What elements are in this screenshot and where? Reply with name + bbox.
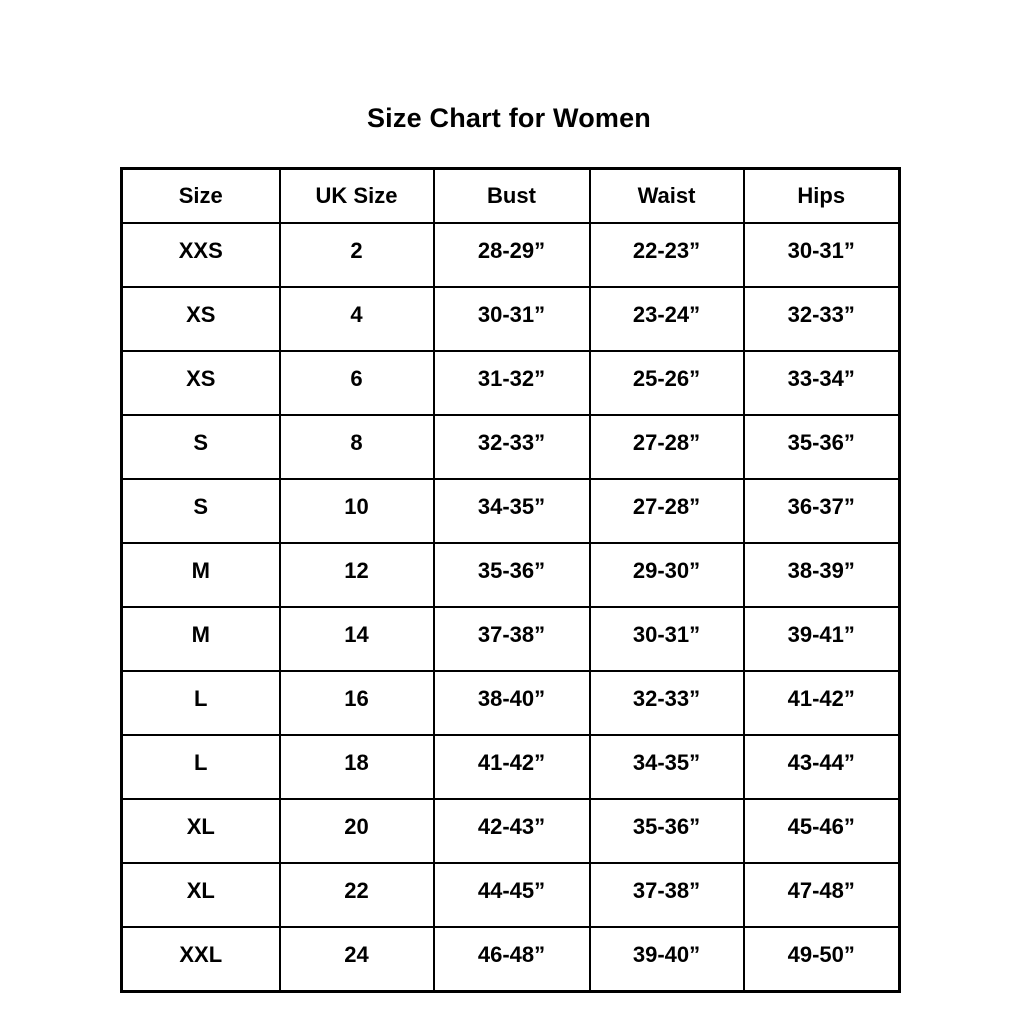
table-cell: 32-33” <box>432 414 591 480</box>
table-cell: 35-36” <box>742 414 901 480</box>
table-cell: 12 <box>278 542 435 608</box>
page-title: Size Chart for Women <box>366 103 652 133</box>
table-cell: 29-30” <box>588 542 745 608</box>
table-row: XS 6 31-32” 25-26” 33-34” <box>120 350 901 416</box>
table-row: S 8 32-33” 27-28” 35-36” <box>120 414 901 480</box>
table-cell: 24 <box>278 926 435 993</box>
table-cell: XXS <box>120 222 281 288</box>
table-cell: 20 <box>278 798 435 864</box>
column-header: Bust <box>432 167 591 224</box>
table-cell: 36-37” <box>742 478 901 544</box>
table-cell: 32-33” <box>742 286 901 352</box>
table-cell: 37-38” <box>432 606 591 672</box>
table-cell: 6 <box>278 350 435 416</box>
table-cell: 35-36” <box>432 542 591 608</box>
column-header: Size <box>120 167 281 224</box>
table-cell: 33-34” <box>742 350 901 416</box>
table-cell: 14 <box>278 606 435 672</box>
table-cell: 28-29” <box>432 222 591 288</box>
column-header: UK Size <box>278 167 435 224</box>
table-cell: 4 <box>278 286 435 352</box>
table-cell: 45-46” <box>742 798 901 864</box>
table-cell: 39-40” <box>588 926 745 993</box>
table-cell: XXL <box>120 926 281 993</box>
table-row: XXS 2 28-29” 22-23” 30-31” <box>120 222 901 288</box>
table-cell: 38-39” <box>742 542 901 608</box>
table-cell: 34-35” <box>588 734 745 800</box>
table-cell: XS <box>120 350 281 416</box>
table-cell: 46-48” <box>432 926 591 993</box>
table-cell: 23-24” <box>588 286 745 352</box>
table-cell: 30-31” <box>588 606 745 672</box>
table-row: L 18 41-42” 34-35” 43-44” <box>120 734 901 800</box>
table-cell: 47-48” <box>742 862 901 928</box>
table-row: XS 4 30-31” 23-24” 32-33” <box>120 286 901 352</box>
table-cell: 41-42” <box>432 734 591 800</box>
table-cell: S <box>120 478 281 544</box>
table-row: XL 22 44-45” 37-38” 47-48” <box>120 862 901 928</box>
table-row: S 10 34-35” 27-28” 36-37” <box>120 478 901 544</box>
table-cell: 38-40” <box>432 670 591 736</box>
table-cell: XS <box>120 286 281 352</box>
table-cell: XL <box>120 862 281 928</box>
table-cell: 8 <box>278 414 435 480</box>
table-cell: M <box>120 606 281 672</box>
table-cell: 49-50” <box>742 926 901 993</box>
table-body: XXS 2 28-29” 22-23” 30-31” XS 4 30-31” 23-24” 32-… <box>120 222 901 993</box>
table-cell: 18 <box>278 734 435 800</box>
table-cell: 22-23” <box>588 222 745 288</box>
column-header: Waist <box>588 167 745 224</box>
table-cell: S <box>120 414 281 480</box>
table-header-row: Size UK Size Bust Waist Hips <box>120 167 901 224</box>
table-cell: 31-32” <box>432 350 591 416</box>
table-cell: 2 <box>278 222 435 288</box>
table-cell: 16 <box>278 670 435 736</box>
table-cell: 43-44” <box>742 734 901 800</box>
table-cell: 30-31” <box>742 222 901 288</box>
column-header: Hips <box>742 167 901 224</box>
table-cell: 27-28” <box>588 478 745 544</box>
table-cell: 35-36” <box>588 798 745 864</box>
table-cell: 34-35” <box>432 478 591 544</box>
table-cell: M <box>120 542 281 608</box>
table-cell: 22 <box>278 862 435 928</box>
table-cell: 42-43” <box>432 798 591 864</box>
table-cell: L <box>120 670 281 736</box>
table-cell: L <box>120 734 281 800</box>
table-cell: 10 <box>278 478 435 544</box>
table-cell: 39-41” <box>742 606 901 672</box>
table-cell: 25-26” <box>588 350 745 416</box>
table-row: M 12 35-36” 29-30” 38-39” <box>120 542 901 608</box>
table-row: XXL 24 46-48” 39-40” 49-50” <box>120 926 901 993</box>
table-row: L 16 38-40” 32-33” 41-42” <box>120 670 901 736</box>
size-chart-table: Size UK Size Bust Waist Hips XXS 2 28-29” 22-23… <box>120 167 901 993</box>
table-row: XL 20 42-43” 35-36” 45-46” <box>120 798 901 864</box>
table-cell: 30-31” <box>432 286 591 352</box>
table-cell: 32-33” <box>588 670 745 736</box>
table-cell: XL <box>120 798 281 864</box>
table-row: M 14 37-38” 30-31” 39-41” <box>120 606 901 672</box>
table-cell: 44-45” <box>432 862 591 928</box>
table-cell: 27-28” <box>588 414 745 480</box>
table-cell: 41-42” <box>742 670 901 736</box>
table-header: Size UK Size Bust Waist Hips <box>120 167 901 224</box>
table-cell: 37-38” <box>588 862 745 928</box>
